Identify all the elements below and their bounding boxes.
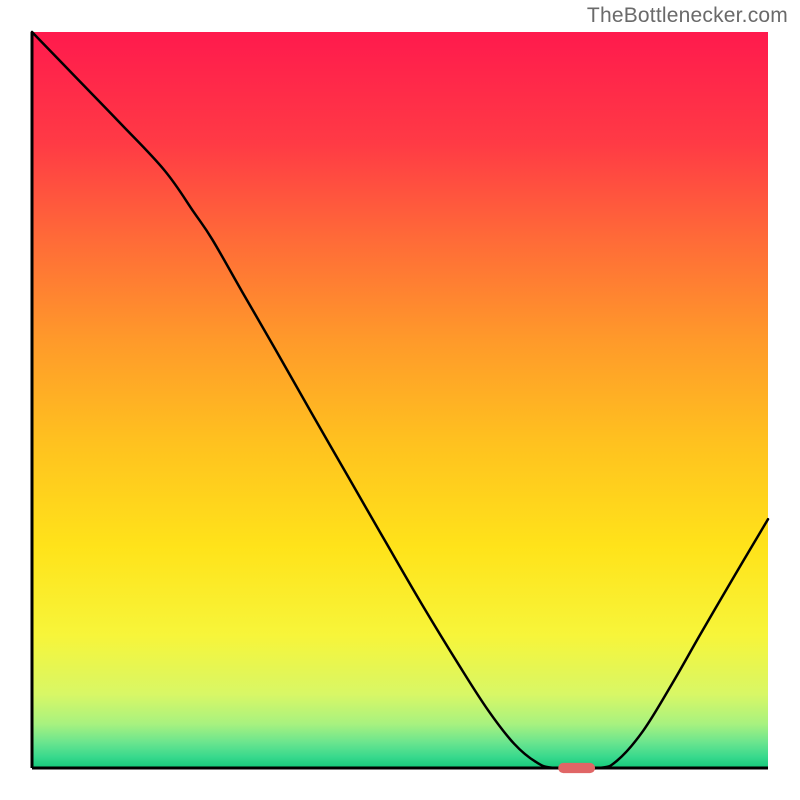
- optimum-marker: [558, 763, 595, 773]
- chart-svg: [0, 0, 800, 800]
- plot-background: [32, 32, 768, 768]
- bottleneck-chart: [0, 0, 800, 800]
- watermark-text: TheBottlenecker.com: [587, 4, 788, 28]
